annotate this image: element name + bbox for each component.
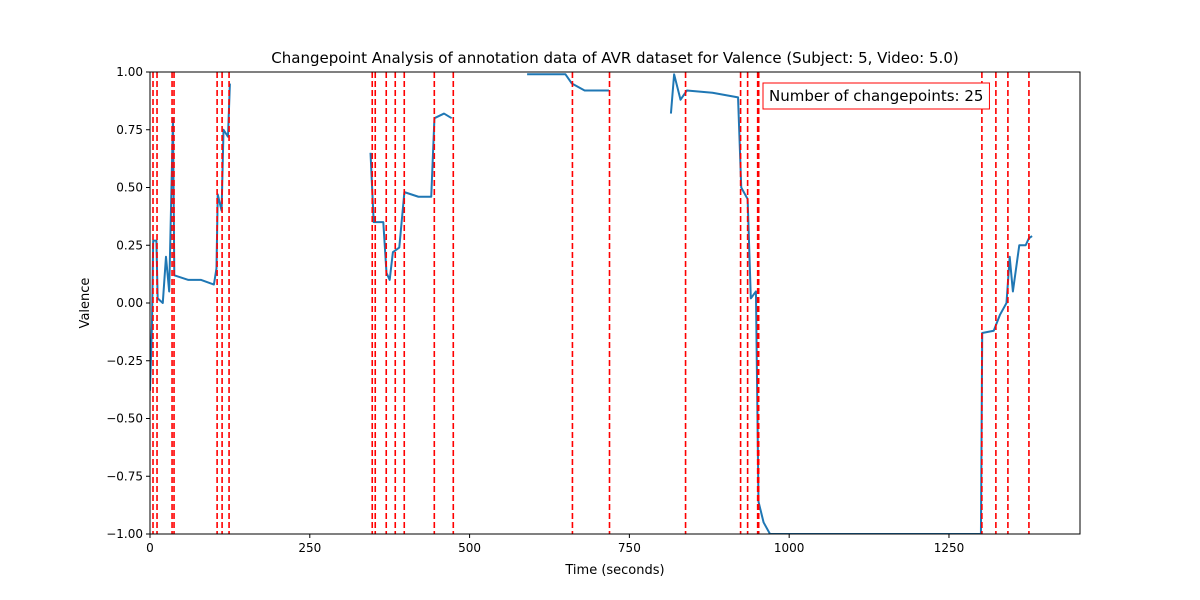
x-axis-label: Time (seconds) — [564, 563, 664, 578]
chart-title: Changepoint Analysis of annotation data … — [271, 49, 958, 67]
x-tick-label: 750 — [618, 541, 641, 555]
plot-area — [150, 72, 1033, 534]
annotation: Number of changepoints: 25 — [769, 87, 983, 105]
x-tick-label: 1000 — [774, 541, 805, 555]
x-tick-label: 1250 — [934, 541, 965, 555]
annotation-box — [762, 82, 990, 110]
y-tick-label: −0.75 — [106, 469, 143, 483]
axes-frame — [149, 71, 1081, 535]
y-tick-label: 0.25 — [116, 238, 143, 252]
y-tick-label: 1.00 — [116, 65, 143, 79]
y-tick-label: 0.75 — [116, 123, 143, 137]
x-tick-label: 250 — [298, 541, 321, 555]
y-axis-label: Valence — [78, 278, 93, 329]
data-line — [150, 73, 1033, 534]
y-tick-label: 0.00 — [116, 296, 143, 310]
y-tick-label: −1.00 — [106, 527, 143, 541]
y-tick-label: 0.50 — [116, 181, 143, 195]
y-tick-label: −0.25 — [106, 354, 143, 368]
y-tick-label: −0.50 — [106, 412, 143, 426]
x-tick-label: 500 — [458, 541, 481, 555]
x-tick-label: 0 — [146, 541, 154, 555]
